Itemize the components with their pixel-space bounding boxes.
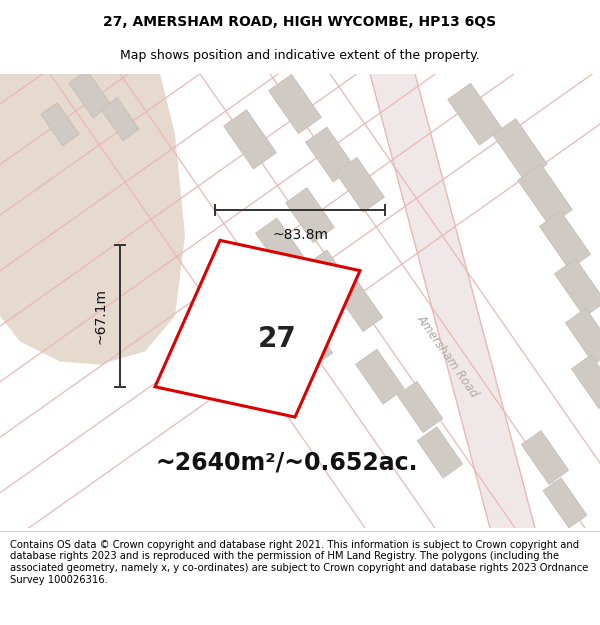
Polygon shape	[518, 164, 572, 226]
Polygon shape	[41, 102, 79, 146]
Polygon shape	[335, 158, 385, 212]
Polygon shape	[397, 381, 443, 432]
Polygon shape	[307, 250, 353, 301]
Polygon shape	[543, 478, 587, 528]
Polygon shape	[305, 127, 355, 182]
Text: 27, AMERSHAM ROAD, HIGH WYCOMBE, HP13 6QS: 27, AMERSHAM ROAD, HIGH WYCOMBE, HP13 6Q…	[103, 15, 497, 29]
Polygon shape	[521, 431, 569, 484]
Polygon shape	[571, 355, 600, 409]
Polygon shape	[337, 281, 383, 331]
Polygon shape	[0, 74, 185, 364]
Polygon shape	[448, 83, 502, 145]
Text: Contains OS data © Crown copyright and database right 2021. This information is : Contains OS data © Crown copyright and d…	[10, 540, 589, 584]
Polygon shape	[356, 349, 404, 404]
Polygon shape	[539, 211, 590, 269]
Polygon shape	[417, 427, 463, 478]
Polygon shape	[287, 316, 333, 367]
Text: ~2640m²/~0.652ac.: ~2640m²/~0.652ac.	[155, 451, 418, 474]
Polygon shape	[269, 74, 322, 134]
Polygon shape	[286, 188, 334, 242]
Polygon shape	[155, 241, 360, 417]
Polygon shape	[101, 98, 139, 141]
Text: Amersham Road: Amersham Road	[415, 312, 481, 400]
Text: Map shows position and indicative extent of the property.: Map shows position and indicative extent…	[120, 49, 480, 62]
Text: ~83.8m: ~83.8m	[272, 228, 328, 242]
Polygon shape	[224, 110, 277, 169]
Text: ~67.1m: ~67.1m	[94, 288, 108, 344]
Polygon shape	[493, 119, 547, 181]
Polygon shape	[554, 259, 600, 317]
Polygon shape	[256, 218, 304, 272]
Polygon shape	[227, 245, 273, 296]
Text: 27: 27	[258, 325, 297, 352]
Polygon shape	[370, 74, 535, 528]
Polygon shape	[565, 308, 600, 364]
Polygon shape	[69, 70, 111, 118]
